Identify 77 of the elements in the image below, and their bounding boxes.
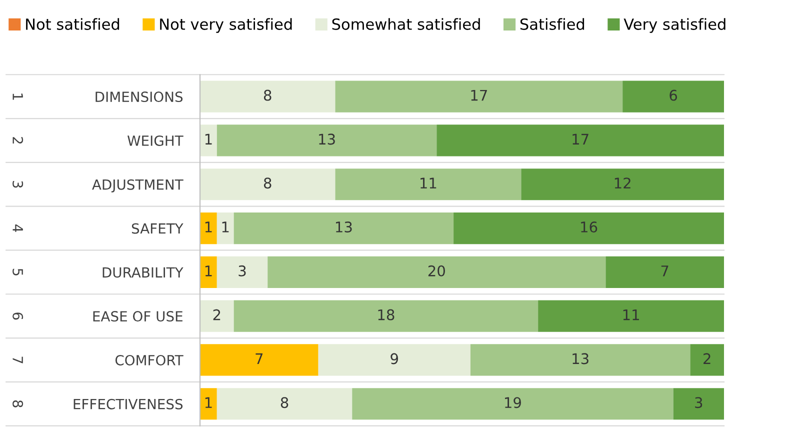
y-tick-label: EFFECTIVENESS [74, 398, 183, 410]
bar [200, 300, 234, 332]
data-label: 11 [420, 178, 436, 188]
bar [538, 300, 724, 332]
data-label: 20 [428, 265, 445, 276]
y-tick-label: DIMENSIONS [96, 92, 183, 102]
bar [268, 256, 606, 288]
bar [200, 344, 318, 376]
text: 2 [12, 137, 24, 144]
bar [690, 344, 724, 376]
data-label: 7 [661, 266, 668, 276]
y-tick-label: SAFETY [132, 223, 184, 234]
data-label: 11 [623, 309, 639, 320]
data-label: 1 [205, 266, 212, 276]
data-label: 1 [205, 397, 212, 408]
bar [200, 212, 217, 244]
legend-label: Satisfied [520, 18, 584, 30]
bar [318, 344, 470, 376]
data-label: 7 [256, 353, 263, 364]
data-label: 19 [505, 397, 521, 408]
text: 6 [12, 312, 24, 320]
legend-label: Somewhat satisfied [332, 18, 480, 30]
data-label: 17 [471, 90, 487, 101]
text: 8 [12, 400, 24, 408]
bar [200, 388, 217, 420]
data-label: 1 [205, 134, 212, 145]
bar [335, 80, 623, 112]
bar [200, 124, 217, 156]
y-tick-label: COMFORT [115, 354, 184, 366]
bar [470, 344, 690, 376]
bar [234, 212, 454, 244]
bar [216, 124, 437, 156]
data-label: 8 [264, 178, 272, 189]
data-label: 6 [670, 90, 678, 101]
text: 5 [12, 268, 23, 276]
data-label: 3 [695, 397, 702, 408]
bar [606, 256, 724, 288]
data-label: 18 [378, 309, 394, 320]
data-label: 2 [213, 309, 220, 320]
bar [216, 388, 352, 420]
bar [200, 168, 336, 200]
bar [622, 80, 724, 112]
bar [335, 168, 522, 200]
bar [200, 256, 217, 288]
data-label: 13 [336, 221, 352, 233]
legend-label: Not satisfied [26, 18, 120, 30]
data-label: 13 [319, 134, 335, 145]
data-label: 13 [572, 353, 588, 364]
bar [673, 388, 724, 420]
bar [521, 168, 724, 200]
legend-label: Very satisfied [624, 18, 726, 33]
data-label: 8 [280, 397, 288, 408]
bar [200, 80, 336, 112]
text: 1 [12, 94, 23, 100]
bar [352, 388, 674, 420]
data-label: 1 [222, 222, 229, 232]
text: 7 [12, 356, 23, 364]
bar [234, 300, 538, 332]
bar [436, 124, 724, 156]
data-label: 9 [390, 353, 398, 364]
bar [216, 212, 234, 244]
data-label: 8 [264, 90, 272, 101]
text: 4 [12, 224, 23, 232]
data-label: 2 [704, 353, 710, 364]
data-label: 3 [238, 265, 246, 276]
data-label: 17 [572, 134, 588, 145]
y-tick-label: DURABILITY [102, 267, 184, 278]
y-tick-label: WEIGHT [128, 135, 184, 146]
text: 3 [12, 181, 24, 188]
y-tick-label: ADJUSTMENT [92, 179, 184, 192]
data-label: 12 [614, 178, 630, 188]
bar [454, 212, 724, 244]
legend-label: Not very satisfied [160, 18, 292, 33]
data-label: 1 [205, 222, 212, 232]
data-label: 16 [581, 221, 598, 233]
y-tick-label: EASE OF USE [93, 311, 182, 322]
bar [216, 256, 268, 288]
